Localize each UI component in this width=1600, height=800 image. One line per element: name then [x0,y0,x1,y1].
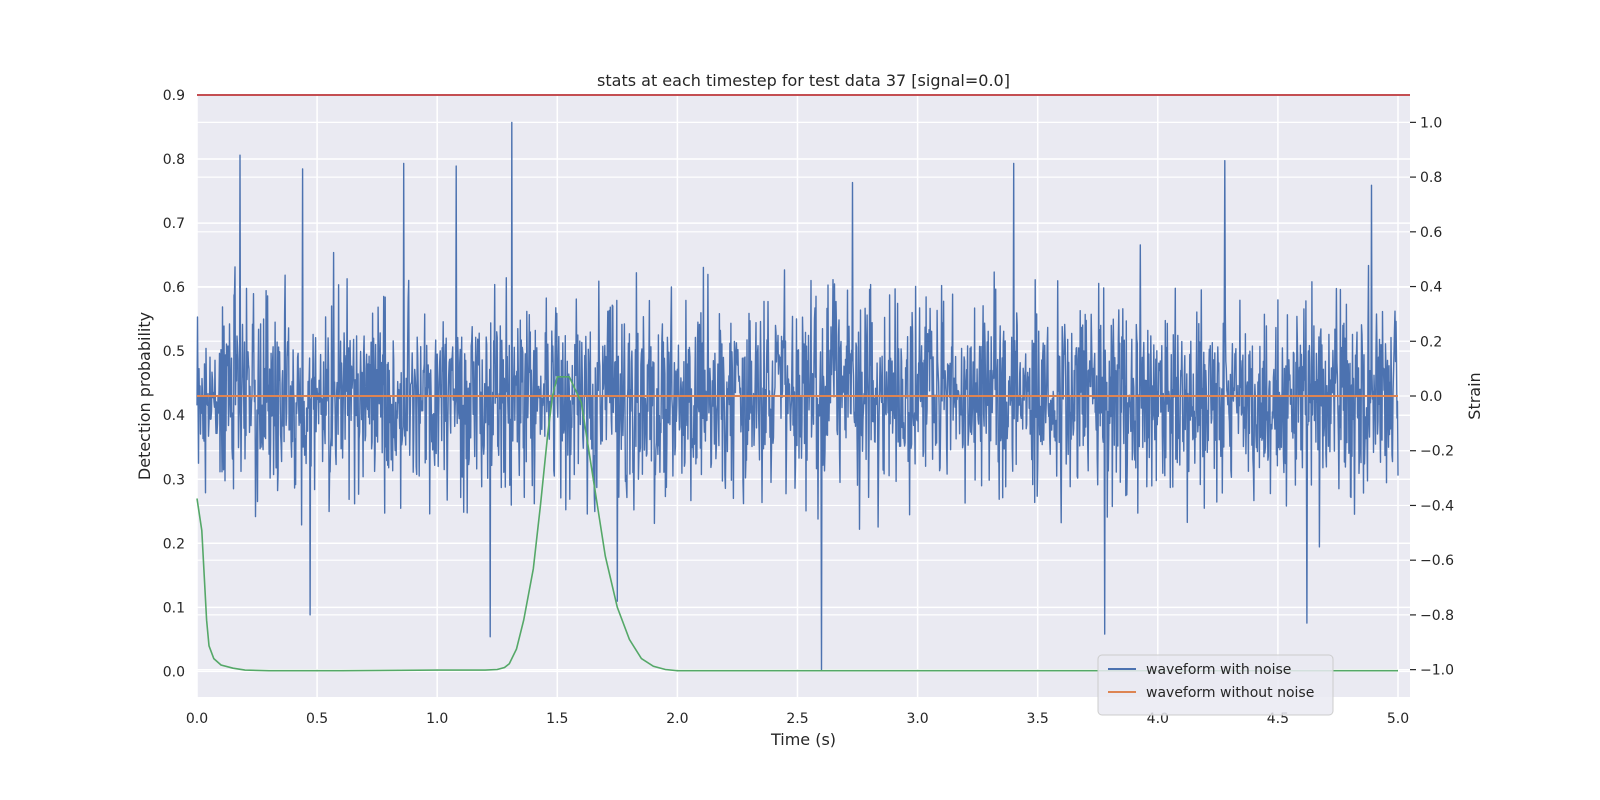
y-tick-label: 0.2 [163,536,185,552]
y-tick-label-right: −0.6 [1420,553,1454,569]
y-tick-label: 0.6 [163,280,185,296]
x-tick-label: 1.0 [426,711,448,727]
y-tick-label-right: 1.0 [1420,115,1442,131]
y-tick-label-right: 0.8 [1420,170,1442,186]
y-tick-label-right: 0.6 [1420,225,1442,241]
y-tick-label: 0.7 [163,216,185,232]
y-tick-label-right: 0.2 [1420,334,1442,350]
x-tick-label: 2.5 [786,711,808,727]
chart-title: stats at each timestep for test data 37 … [597,71,1010,90]
x-axis-label: Time (s) [770,730,836,749]
y-tick-label-right: 0.0 [1420,389,1442,405]
y-tick-label: 0.3 [163,472,185,488]
y-tick-label: 0.1 [163,600,185,616]
x-tick-label: 0.5 [306,711,328,727]
left-axis: 0.0 0.1 0.2 0.3 0.4 0.5 0.6 0.7 0.8 0.9 [163,88,185,680]
legend: waveform with noise waveform without nois… [1097,654,1334,716]
y-tick-label: 0.9 [163,88,185,104]
x-tick-label: 2.0 [666,711,688,727]
y-tick-label: 0.5 [163,344,185,360]
y-tick-label-right: −0.4 [1420,498,1454,514]
y-axis-label: Detection probability [135,312,154,480]
series-line-waveform-with-noise [196,121,1399,671]
y-tick-label: 0.0 [163,664,185,680]
legend-label: waveform without noise [1146,685,1314,701]
legend-box [1097,654,1334,716]
y-tick-label: 0.4 [163,408,185,424]
legend-label: waveform with noise [1146,662,1291,678]
series-line-detection-probability [196,376,1398,672]
y-tick-label: 0.8 [163,152,185,168]
series-layer [196,94,1410,672]
y-tick-label-right: −1.0 [1420,663,1454,679]
y-tick-label-right: −0.8 [1420,608,1454,624]
right-axis: −1.0 −0.8 −0.6 −0.4 −0.2 0.0 0.2 0.4 0.6 0.8 1.0 [1410,115,1454,679]
x-tick-label: 5.0 [1387,711,1409,727]
y-axis-label-right: Strain [1465,372,1484,419]
x-tick-label: 1.5 [546,711,568,727]
x-tick-label: 0.0 [186,711,208,727]
x-tick-label: 3.5 [1027,711,1049,727]
y-tick-label-right: −0.2 [1420,444,1454,460]
y-tick-label-right: 0.4 [1420,280,1442,296]
x-tick-label: 3.0 [906,711,928,727]
